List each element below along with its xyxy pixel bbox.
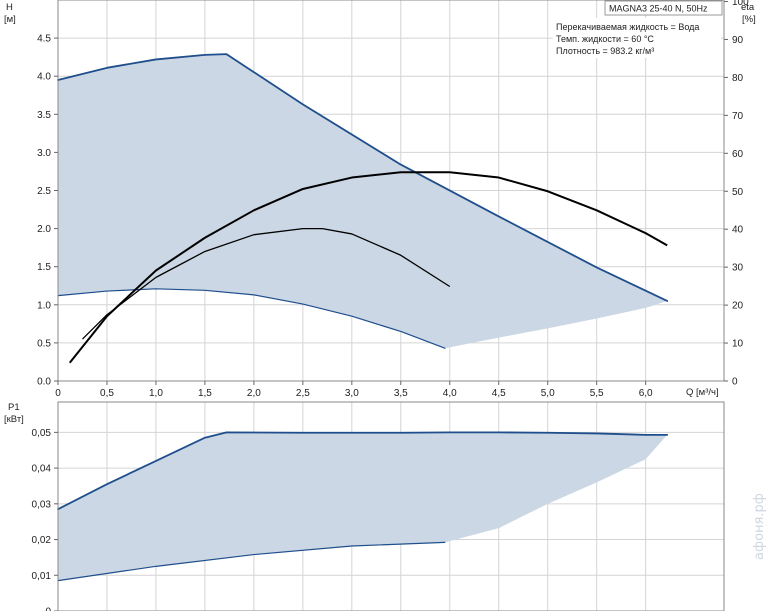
series-line-0 (68, 171, 668, 364)
eta-tick-label-3: 30 (732, 263, 744, 274)
head-y-ticks: 0.0 0.5 1.0 1.5 2.0 2.5 3.0 3.5 4.0 4.5 (37, 34, 58, 388)
y-tick-label-2: 1.0 (37, 300, 51, 311)
eta-unit: [%] (742, 14, 756, 25)
x-tick-label-9: 4,5 (492, 388, 506, 399)
eta-tick-label-1: 10 (732, 339, 744, 350)
lower-boundary-line (57, 541, 446, 582)
y-tick-label-1: 0.5 (37, 338, 51, 349)
y-tick-label-4: 2.0 (37, 224, 51, 235)
info-line-density: Плотность = 983.2 кг/м³ (556, 46, 654, 56)
y-tick-label-3: 1.5 (37, 262, 51, 273)
y-tick-label-5: 2.5 (37, 186, 51, 197)
y-tick-label-0: 0.0 (37, 377, 51, 388)
x-tick-label-7: 3,5 (394, 388, 408, 399)
eta-tick-label-8: 80 (732, 73, 744, 84)
x-tick-label-12: 6,0 (639, 388, 653, 399)
head-area-boundary (57, 53, 669, 349)
upper-boundary-line (57, 53, 669, 302)
y-tick-label-0: 0 (45, 607, 51, 611)
x-tick-label-11: 5,5 (590, 388, 604, 399)
y-tick-label-2: 0,02 (32, 535, 52, 546)
info-box: Перекачиваемая жидкость = Вода Темп. жид… (553, 18, 721, 58)
watermark: афоня.рф (752, 493, 767, 560)
head-panel: 0 0,5 1,0 1,5 2,0 2,5 3,0 3,5 4,0 4,5 5,0 5,5 6,0 0.… (4, 0, 756, 399)
eta-tick-label-0: 0 (732, 377, 738, 388)
head-right-ticks: 0 10 20 30 40 50 60 70 80 90 100 (724, 0, 749, 388)
power-frame (57, 401, 725, 611)
head-operating-area (58, 54, 668, 349)
power-operating-area (58, 432, 668, 581)
power-panel: 0 0,01 0,02 0,03 0,04 0,05 P1 [кВт] (4, 401, 725, 611)
y-tick-label-7: 3.5 (37, 110, 51, 121)
y-tick-label-8: 4.0 (37, 72, 51, 83)
head-x-ticks: 0 0,5 1,0 1,5 2,0 2,5 3,0 3,5 4,0 4,5 5,0 5,5 6,0 (55, 381, 653, 399)
x-axis-label: Q [м³/ч] (686, 387, 719, 398)
y-tick-label-4: 0,04 (32, 464, 52, 475)
y-tick-label-6: 3.0 (37, 148, 51, 159)
x-tick-label-8: 4,0 (443, 388, 457, 399)
eta-tick-label-10: 100 (732, 0, 749, 8)
y-tick-label-3: 0,03 (32, 499, 52, 510)
series-line-1 (82, 227, 451, 340)
lower-boundary-line (57, 288, 446, 349)
power-y-ticks: 0 0,01 0,02 0,03 0,04 0,05 (32, 428, 58, 611)
eta-label: eta (741, 2, 755, 13)
x-tick-label-6: 3,0 (345, 388, 359, 399)
eta-tick-label-5: 50 (732, 187, 744, 198)
head-series (68, 171, 668, 364)
x-tick-label-2: 1,0 (149, 388, 163, 399)
x-tick-label-1: 0,5 (100, 388, 114, 399)
y-tick-label-1: 0,01 (32, 571, 52, 582)
power-y-unit: [кВт] (4, 414, 24, 425)
x-tick-label-5: 2,5 (296, 388, 310, 399)
x-tick-label-10: 5,0 (541, 388, 555, 399)
eta-tick-label-9: 90 (732, 35, 744, 46)
info-line-temperature: Темп. жидкости = 60 °C (556, 34, 654, 44)
y-tick-label-9: 4.5 (37, 34, 51, 45)
chart-title: MAGNA3 25-40 N, 50Hz (609, 4, 708, 14)
y-tick-label-5: 0,05 (32, 428, 52, 439)
power-area-boundary (57, 431, 669, 582)
eta-tick-label-4: 40 (732, 225, 744, 236)
eta-tick-label-2: 20 (732, 301, 744, 312)
head-y-unit: [м] (4, 14, 16, 25)
info-line-fluid: Перекачиваемая жидкость = Вода (556, 22, 699, 32)
head-y-label: H (6, 2, 13, 13)
title-box (604, 0, 723, 16)
eta-tick-label-6: 60 (732, 149, 744, 160)
eta-tick-label-7: 70 (732, 111, 744, 122)
x-tick-label-3: 1,5 (198, 388, 212, 399)
upper-boundary-line (57, 431, 669, 511)
power-y-label: P1 (8, 402, 20, 413)
x-tick-label-0: 0 (55, 388, 61, 399)
x-tick-label-4: 2,0 (247, 388, 261, 399)
